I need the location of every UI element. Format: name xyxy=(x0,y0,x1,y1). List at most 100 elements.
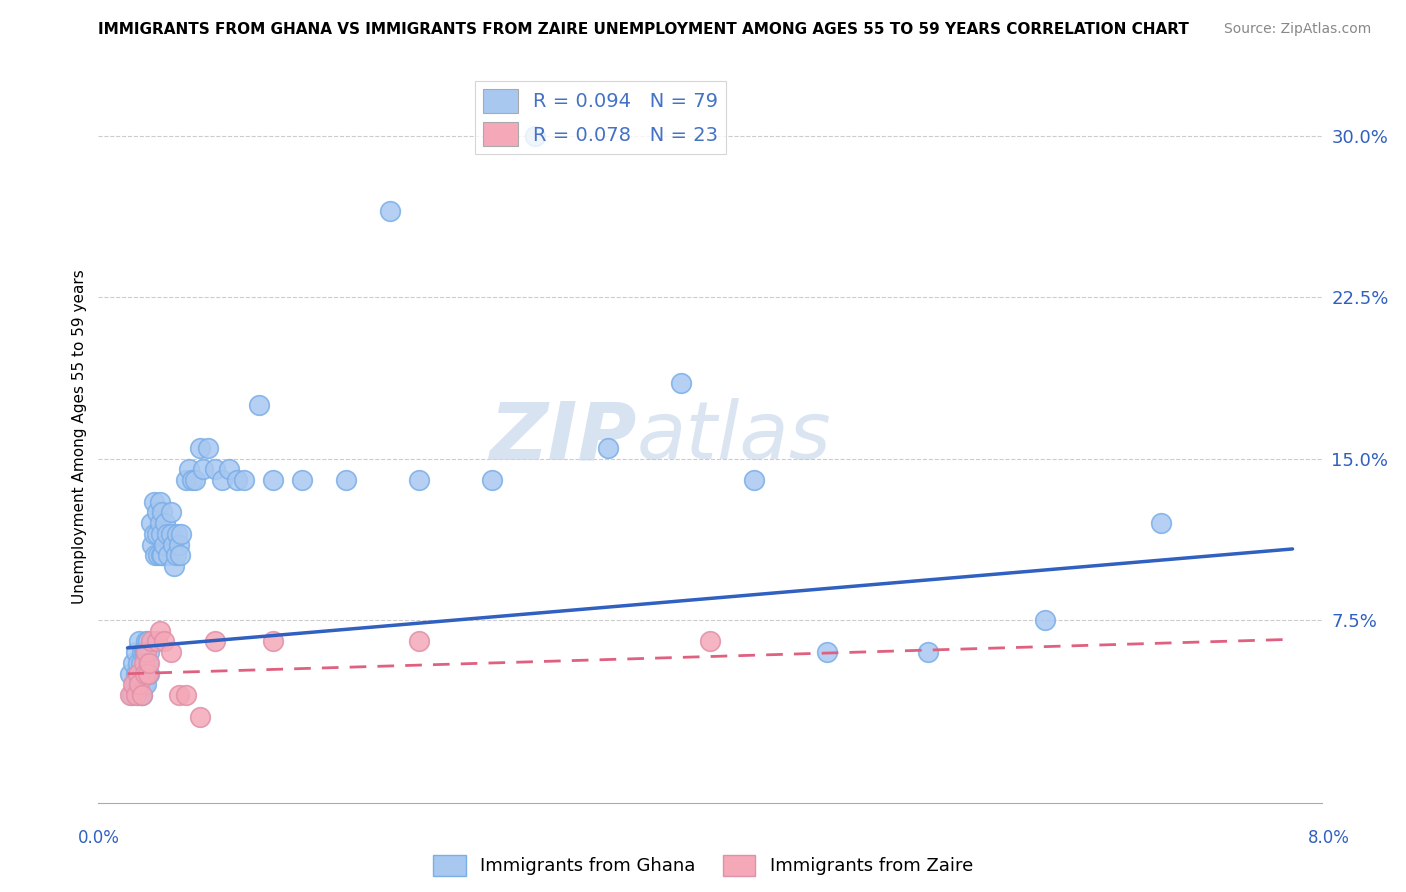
Text: Source: ZipAtlas.com: Source: ZipAtlas.com xyxy=(1223,22,1371,37)
Point xyxy=(132,656,155,670)
Legend: Immigrants from Ghana, Immigrants from Zaire: Immigrants from Ghana, Immigrants from Z… xyxy=(426,847,980,883)
Point xyxy=(669,376,692,391)
Point xyxy=(1033,613,1056,627)
Point xyxy=(145,527,167,541)
Point xyxy=(139,634,162,648)
Point xyxy=(129,688,152,702)
Point xyxy=(167,538,190,552)
Point xyxy=(135,645,157,659)
Point xyxy=(128,677,150,691)
Point xyxy=(160,527,183,541)
Point xyxy=(211,473,233,487)
Point xyxy=(138,666,160,681)
Point xyxy=(204,634,226,648)
Point xyxy=(174,688,197,702)
Point xyxy=(262,634,284,648)
Point xyxy=(149,624,172,638)
Point xyxy=(145,505,167,519)
Point xyxy=(408,473,430,487)
Point xyxy=(141,538,163,552)
Point xyxy=(699,634,721,648)
Point xyxy=(135,634,157,648)
Point xyxy=(134,645,156,659)
Point xyxy=(160,645,183,659)
Point xyxy=(122,677,145,691)
Point xyxy=(125,666,148,681)
Point xyxy=(124,677,146,691)
Point xyxy=(150,527,173,541)
Point xyxy=(177,462,200,476)
Text: atlas: atlas xyxy=(637,398,831,476)
Point xyxy=(408,634,430,648)
Point xyxy=(120,666,142,681)
Point xyxy=(204,462,226,476)
Point xyxy=(127,688,149,702)
Point xyxy=(170,527,193,541)
Point xyxy=(127,666,149,681)
Point xyxy=(524,128,547,143)
Point xyxy=(166,527,188,541)
Text: IMMIGRANTS FROM GHANA VS IMMIGRANTS FROM ZAIRE UNEMPLOYMENT AMONG AGES 55 TO 59 : IMMIGRANTS FROM GHANA VS IMMIGRANTS FROM… xyxy=(98,22,1189,37)
Point xyxy=(125,645,148,659)
Point xyxy=(153,634,176,648)
Point xyxy=(165,549,187,563)
Point xyxy=(145,634,167,648)
Point xyxy=(157,549,180,563)
Point xyxy=(162,538,184,552)
Point xyxy=(153,538,176,552)
Point xyxy=(146,549,169,563)
Point xyxy=(197,441,219,455)
Legend: R = 0.094   N = 79, R = 0.078   N = 23: R = 0.094 N = 79, R = 0.078 N = 23 xyxy=(475,81,727,153)
Point xyxy=(596,441,619,455)
Point xyxy=(121,688,143,702)
Point xyxy=(193,462,215,476)
Point xyxy=(247,398,270,412)
Point xyxy=(225,473,247,487)
Point xyxy=(120,688,142,702)
Point xyxy=(1150,516,1173,530)
Point xyxy=(136,656,159,670)
Point xyxy=(132,645,155,659)
Point xyxy=(142,527,165,541)
Point xyxy=(481,473,503,487)
Point xyxy=(163,559,186,574)
Point xyxy=(180,473,202,487)
Point xyxy=(183,473,205,487)
Point xyxy=(122,656,145,670)
Point xyxy=(152,549,174,563)
Point xyxy=(742,473,765,487)
Point xyxy=(125,688,148,702)
Point xyxy=(143,549,166,563)
Point xyxy=(378,204,401,219)
Point xyxy=(218,462,240,476)
Point xyxy=(188,441,211,455)
Point xyxy=(815,645,838,659)
Point xyxy=(127,656,149,670)
Point xyxy=(138,656,160,670)
Text: 8.0%: 8.0% xyxy=(1308,829,1350,847)
Point xyxy=(129,656,152,670)
Point xyxy=(128,677,150,691)
Point xyxy=(156,527,179,541)
Point xyxy=(169,549,191,563)
Point xyxy=(291,473,314,487)
Point xyxy=(917,645,939,659)
Point xyxy=(188,710,211,724)
Point xyxy=(152,505,174,519)
Point xyxy=(135,677,157,691)
Point xyxy=(150,549,173,563)
Point xyxy=(335,473,357,487)
Point xyxy=(138,645,160,659)
Text: ZIP: ZIP xyxy=(489,398,637,476)
Point xyxy=(174,473,197,487)
Point xyxy=(134,666,156,681)
Point xyxy=(132,677,155,691)
Point xyxy=(142,494,165,508)
Point xyxy=(262,473,284,487)
Point xyxy=(128,634,150,648)
Point xyxy=(167,688,190,702)
Point xyxy=(139,516,162,530)
Point xyxy=(134,666,156,681)
Point xyxy=(149,516,172,530)
Point xyxy=(136,634,159,648)
